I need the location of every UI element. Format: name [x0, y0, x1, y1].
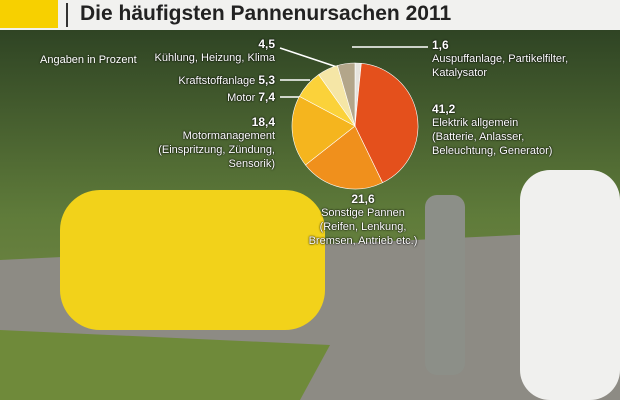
- value-label: 4,5: [258, 37, 275, 51]
- car-white: [520, 170, 620, 400]
- slice-label: 18,4 Motormanagement (Einspritzung, Zündu…: [145, 115, 275, 171]
- leader-lines: [279, 46, 428, 98]
- pie-slice: [305, 125, 383, 190]
- subtitle: Angaben in Prozent: [40, 54, 137, 66]
- slice-label: Motor 7,4: [145, 90, 275, 105]
- value-label: 7,4: [258, 90, 275, 104]
- divider: [66, 3, 68, 27]
- logo-square: [0, 0, 58, 28]
- category-label: Auspuffanlage, Partikelfilter, Katalysat…: [432, 53, 569, 79]
- chart-title: Die häufigsten Pannenursachen 2011: [80, 2, 452, 25]
- slice-label: 4,5 Kühlung, Heizung, Klima: [145, 37, 275, 65]
- category-label: Kraftstoffanlage: [178, 75, 256, 87]
- pie-slice: [291, 95, 356, 166]
- category-label: Motor: [227, 92, 256, 104]
- value-label: 41,2: [432, 102, 456, 116]
- value-label: 5,3: [258, 73, 275, 87]
- slice-label: Kraftstoffanlage 5,3: [145, 73, 275, 88]
- slice-label: 41,2 Elektrik allgemein (Batterie, Anlass…: [432, 102, 562, 158]
- category-label: Kühlung, Heizung, Klima: [154, 52, 275, 64]
- value-label: 18,4: [251, 115, 275, 129]
- slice-label: 21,6 Sonstige Pannen (Reifen, Lenkung, Br…: [307, 192, 419, 248]
- person: [425, 195, 465, 375]
- category-label: Elektrik allgemein (Batterie, Anlasser, …: [432, 117, 553, 157]
- car: [60, 190, 325, 330]
- value-label: 21,6: [351, 192, 375, 206]
- pie-slice: [354, 62, 419, 184]
- pie-slice: [337, 62, 356, 127]
- grass: [0, 330, 330, 400]
- title-bar: [0, 0, 620, 30]
- slice-label: 1,6 Auspuffanlage, Partikelfilter, Kataly…: [432, 38, 602, 80]
- category-label: Sonstige Pannen (Reifen, Lenkung, Bremse…: [308, 207, 418, 247]
- category-label: Motormanagement (Einspritzung, Zündung, …: [158, 130, 275, 170]
- value-label: 1,6: [432, 38, 449, 52]
